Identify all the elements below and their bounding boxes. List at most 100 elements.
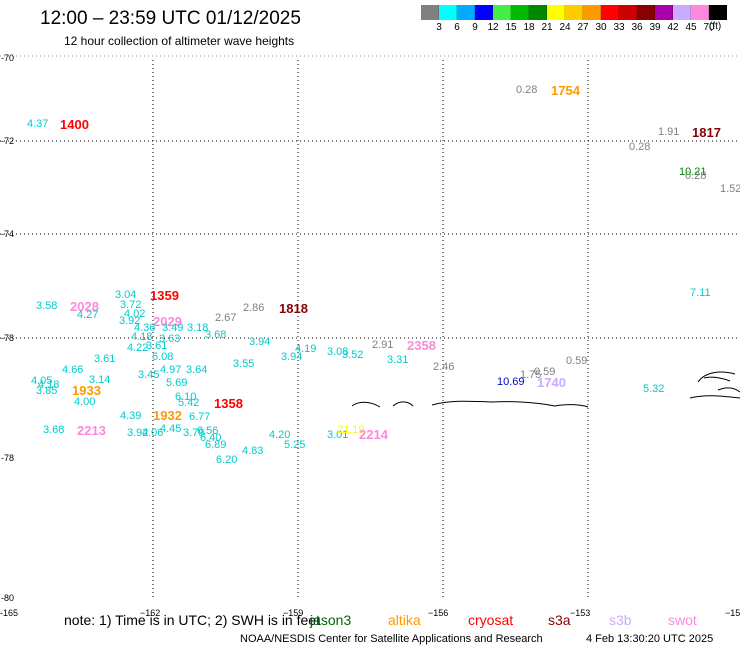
legend-swatch [673, 5, 691, 20]
legend-value: 36 [631, 22, 643, 33]
wave-height-label: 3.72 [120, 299, 142, 311]
longitude-tick-label: −156 [428, 608, 448, 618]
wave-height-label: 5.32 [643, 383, 665, 395]
legend-swatch [565, 5, 583, 20]
legend-value: 6 [454, 22, 460, 33]
pass-time-label: 2214 [359, 427, 388, 442]
wave-height-label: 3.04 [115, 289, 137, 301]
wave-height-label: 6.08 [152, 351, 174, 363]
wave-height-label: 4.05 [31, 375, 53, 387]
pass-time-label: 2028 [70, 299, 99, 314]
latitude-tick-label: -78 [1, 333, 14, 343]
wave-height-label: 4.18 [131, 331, 153, 343]
wave-height-label: 3.68 [205, 329, 227, 341]
latitude-tick-label: -78 [1, 453, 14, 463]
legend-value: 42 [667, 22, 679, 33]
legend-swatch [439, 5, 457, 20]
wave-height-label: 0.28 [629, 141, 651, 153]
legend-swatch [601, 5, 619, 20]
wave-height-label: 4.37 [27, 118, 49, 130]
longitude-tick-label: −159 [283, 608, 303, 618]
pass-time-label: 1754 [551, 83, 580, 98]
latitude-tick-label: -74 [1, 229, 14, 239]
pass-time-label: 1932 [153, 408, 182, 423]
footnote: note: 1) Time is in UTC; 2) SWH is in fe… [64, 612, 320, 628]
wave-height-label: 2.86 [243, 302, 265, 314]
legend-unit: (ft) [709, 21, 722, 32]
wave-height-label: 2.46 [433, 361, 455, 373]
wave-height-label: 1.75 [520, 369, 542, 381]
wave-height-label: 21.19 [337, 424, 365, 436]
legend-swatch [421, 5, 439, 20]
wave-height-label: 3.61 [146, 340, 168, 352]
wave-height-label: 3.61 [94, 353, 116, 365]
satellite-legend-item: s3a [548, 612, 571, 628]
wave-height-label: 3.45 [138, 369, 160, 381]
pass-time-label: 2029 [153, 314, 182, 329]
wave-height-label: 4.02 [124, 308, 146, 320]
wave-height-label: 3.68 [43, 424, 65, 436]
map-title: 12:00 – 23:59 UTC 01/12/2025 [40, 8, 301, 29]
pass-time-label: 1400 [60, 117, 89, 132]
coastline [351, 400, 589, 408]
legend-value: 21 [541, 22, 553, 33]
coastline-east [689, 371, 740, 399]
wave-height-label: 5.42 [178, 397, 200, 409]
legend-swatch [547, 5, 565, 20]
wave-height-label: 10.69 [497, 376, 525, 388]
wave-height-label: 2.91 [372, 339, 394, 351]
wave-height-label: 4.00 [74, 396, 96, 408]
wave-height-label: 3.52 [342, 349, 364, 361]
wave-height-label: 3.49 [162, 322, 184, 334]
wave-height-label: 3.92 [119, 315, 141, 327]
wave-height-label: 1.91 [658, 126, 680, 138]
wave-height-label: 4.83 [242, 445, 264, 457]
wave-height-label: 6.77 [189, 411, 211, 423]
wave-height-label: 3.55 [233, 358, 255, 370]
wave-height-label: 3.14 [89, 374, 111, 386]
wave-height-label: 3.94 [281, 351, 303, 363]
wave-height-label: 0.28 [516, 84, 538, 96]
wave-height-label: 6.20 [216, 454, 238, 466]
legend-value: 70 [703, 22, 715, 33]
legend-value: 9 [472, 22, 478, 33]
credit-line: NOAA/NESDIS Center for Satellite Applica… [240, 633, 543, 645]
legend-swatch [709, 5, 727, 20]
legend-swatch [475, 5, 493, 20]
wave-height-label: 4.97 [160, 364, 182, 376]
wave-height-label: 7.11 [690, 287, 711, 299]
wave-height-label: 4.18 [38, 379, 60, 391]
pass-time-label: 1933 [72, 383, 101, 398]
wave-height-label: 6.89 [205, 439, 227, 451]
wave-height-label: 3.85 [36, 385, 58, 397]
longitude-tick-label: -165 [0, 608, 18, 618]
wave-height-label: 4.36 [134, 322, 156, 334]
wave-height-label: 4.20 [269, 429, 291, 441]
pass-time-label: 1740 [537, 375, 566, 390]
wave-height-label: 3.79 [183, 427, 205, 439]
wave-height-label: 4.66 [62, 364, 84, 376]
wave-height-label: 6.10 [175, 391, 197, 403]
wave-height-label: 10.21 [679, 166, 707, 178]
wave-height-label: 0.59 [534, 366, 556, 378]
wave-height-label: 3.01 [327, 429, 349, 441]
legend-value: 24 [559, 22, 571, 33]
legend-swatch [529, 5, 547, 20]
wave-height-label: 1.52 [720, 183, 740, 195]
latitude-tick-label: -70 [1, 53, 14, 63]
legend-value: 33 [613, 22, 625, 33]
legend-swatch [619, 5, 637, 20]
wave-height-label: 4.06 [142, 427, 164, 439]
legend-swatch [637, 5, 655, 20]
wave-height-label: 3.58 [36, 300, 58, 312]
legend-value: 18 [523, 22, 535, 33]
color-legend [421, 5, 727, 20]
longitude-tick-label: −153 [570, 608, 590, 618]
wave-height-label: 3.31 [387, 354, 409, 366]
latitude-tick-label: -72 [1, 136, 14, 146]
legend-value: 15 [505, 22, 517, 33]
legend-swatch [583, 5, 601, 20]
pass-time-label: 2358 [407, 338, 436, 353]
legend-value: 39 [649, 22, 661, 33]
